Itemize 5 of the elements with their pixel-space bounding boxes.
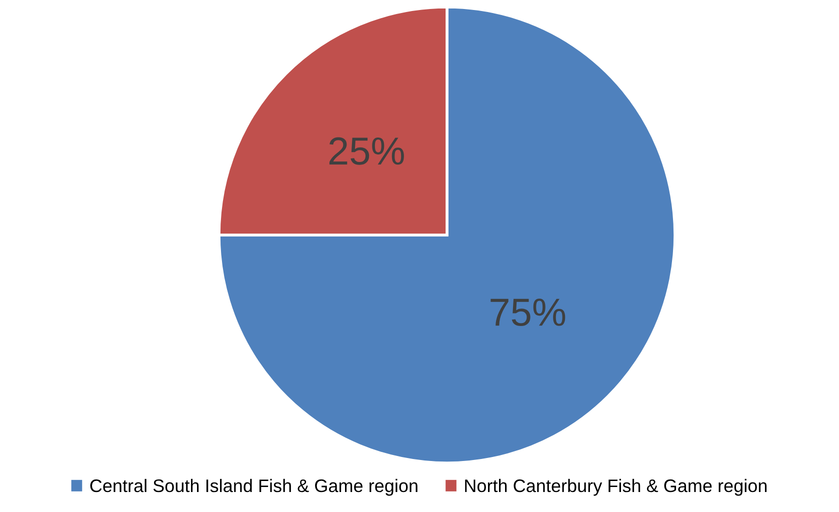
legend-label: Central South Island Fish & Game region xyxy=(90,478,418,496)
data-label: 25% xyxy=(329,137,404,165)
pie-slice xyxy=(218,6,676,464)
data-label: 75% xyxy=(490,298,566,326)
legend-label: North Canterbury Fish & Game region xyxy=(465,478,767,496)
